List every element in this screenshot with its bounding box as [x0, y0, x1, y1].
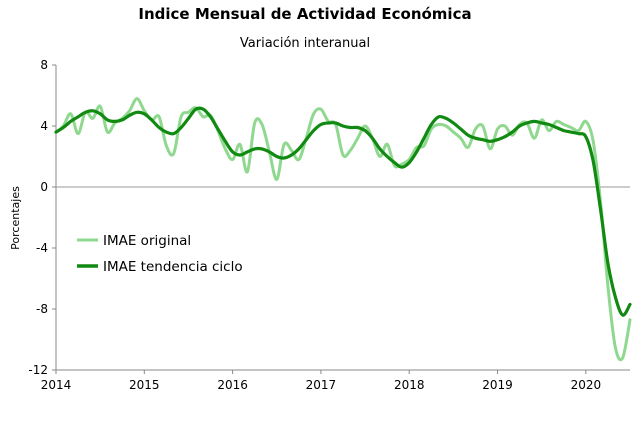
x-tick-label: 2017	[306, 378, 337, 392]
y-tick-label: -12	[28, 363, 48, 377]
y-tick-label: 8	[40, 58, 48, 72]
y-tick-label: 4	[40, 119, 48, 133]
chart-title: Indice Mensual de Actividad Económica	[138, 5, 471, 23]
series-layer	[54, 97, 632, 362]
y-tick-label: -8	[36, 302, 48, 316]
legend-box	[68, 228, 244, 280]
series-line-imae-tendencia	[54, 106, 632, 317]
legend-label-trend: IMAE tendencia ciclo	[103, 259, 243, 275]
x-tick-label: 2020	[571, 378, 602, 392]
y-axis-label: Porcentajes	[9, 186, 22, 250]
chart-subtitle: Variación interanual	[240, 36, 370, 51]
x-tick-label: 2018	[394, 378, 425, 392]
legend: IMAE original IMAE tendencia ciclo	[68, 228, 244, 280]
x-tick-label: 2019	[482, 378, 513, 392]
x-tick-label: 2016	[217, 378, 248, 392]
x-tick-label: 2015	[129, 378, 160, 392]
x-tick-label: 2014	[41, 378, 72, 392]
legend-label-original: IMAE original	[103, 233, 191, 249]
y-tick-label: -4	[36, 241, 48, 255]
y-tick-label: 0	[40, 180, 48, 194]
